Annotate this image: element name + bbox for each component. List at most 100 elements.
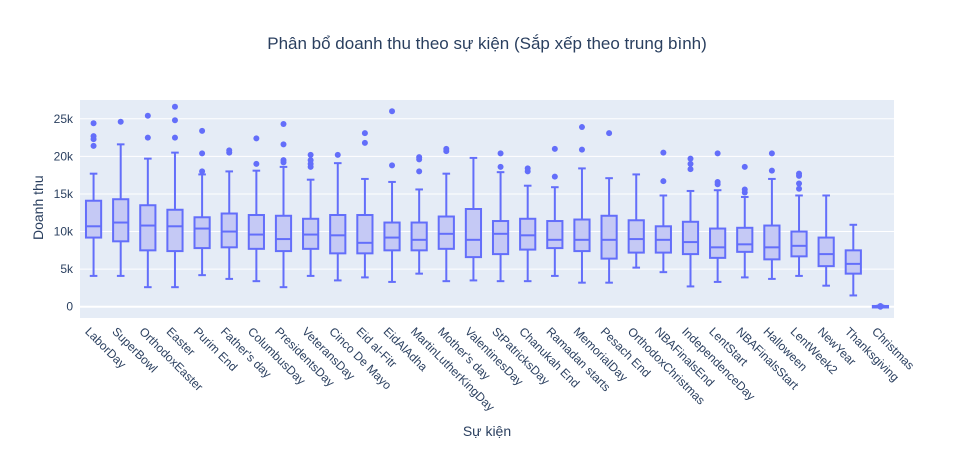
box-19	[600, 130, 618, 284]
outlier-point	[714, 178, 721, 185]
outlier-point	[171, 134, 178, 141]
box-10	[356, 130, 374, 279]
outlier-point	[687, 166, 694, 173]
y-axis-ticks: 0 5k 10k 15k 20k 25k	[54, 112, 74, 314]
box-5	[220, 147, 238, 280]
outlier-point	[578, 146, 585, 153]
box-7	[274, 121, 293, 289]
outlier-point	[389, 162, 396, 169]
box-23	[709, 150, 727, 283]
box-4	[193, 127, 211, 277]
outlier-point	[280, 121, 287, 128]
box-8	[302, 151, 320, 277]
box-6	[247, 135, 265, 283]
outlier-point	[687, 160, 694, 167]
box-20	[627, 173, 645, 269]
box-iqr	[790, 230, 808, 258]
box-iqr	[844, 249, 862, 275]
outlier-point	[877, 302, 884, 309]
outlier-point	[307, 157, 314, 164]
x-axis-title: Sự kiện	[462, 423, 512, 439]
box-iqr	[681, 220, 700, 256]
outlier-point	[660, 178, 667, 185]
box-iqr	[356, 214, 374, 255]
box-22	[681, 155, 700, 288]
box-18	[573, 124, 591, 284]
box-iqr	[600, 214, 618, 260]
gridlines	[80, 118, 894, 308]
box-iqr	[491, 220, 510, 256]
outlier-point	[117, 118, 124, 125]
box-25	[763, 150, 781, 280]
box-iqr	[464, 208, 483, 259]
box-15	[491, 150, 510, 283]
box-16	[519, 165, 537, 283]
box-11	[383, 108, 401, 283]
box-17	[546, 145, 564, 277]
outlier-point	[796, 170, 803, 177]
outlier-point	[90, 120, 97, 127]
outlier-point	[361, 139, 368, 146]
box-iqr	[220, 212, 238, 249]
outlier-point	[90, 133, 97, 140]
box-14	[464, 156, 483, 282]
outlier-point	[144, 112, 151, 119]
outlier-point	[796, 185, 803, 192]
outlier-point	[144, 134, 151, 141]
box-iqr	[112, 198, 130, 243]
outlier-point	[171, 117, 178, 124]
outlier-point	[796, 180, 803, 187]
box-iqr	[383, 221, 401, 252]
box-iqr	[329, 214, 347, 255]
outlier-point	[714, 150, 721, 157]
outlier-point	[606, 130, 613, 137]
y-tick-label: 20k	[54, 149, 74, 163]
boxes	[84, 103, 890, 310]
outlier-point	[416, 168, 423, 175]
box-13	[437, 145, 455, 283]
box-27	[817, 194, 835, 287]
box-iqr	[410, 221, 428, 252]
outlier-point	[389, 108, 396, 115]
outlier-point	[199, 150, 206, 157]
outlier-point	[687, 155, 694, 162]
box-iqr	[139, 204, 157, 252]
box-1	[112, 118, 130, 277]
y-tick-label: 25k	[54, 112, 74, 126]
outlier-point	[768, 167, 775, 174]
outlier-point	[416, 154, 423, 161]
outlier-point	[90, 142, 97, 149]
box-iqr	[573, 218, 591, 253]
outlier-point	[199, 168, 206, 175]
outlier-point	[741, 186, 748, 193]
x-axis-ticks: LaborDaySuperBowlOrthodoxEasterEasterPur…	[82, 324, 917, 414]
outlier-point	[334, 151, 341, 158]
outlier-point	[226, 147, 233, 154]
outlier-point	[361, 130, 368, 137]
y-tick-label: 15k	[54, 187, 74, 201]
outlier-point	[497, 163, 504, 170]
box-iqr	[709, 227, 727, 259]
box-2	[139, 112, 157, 289]
outlier-point	[578, 124, 585, 131]
outlier-point	[551, 145, 558, 152]
box-26	[790, 170, 808, 277]
outlier-point	[551, 173, 558, 180]
box-12	[410, 154, 428, 275]
box-iqr	[546, 220, 564, 250]
outlier-point	[497, 150, 504, 157]
outlier-point	[307, 151, 314, 158]
box-iqr	[627, 219, 645, 254]
outlier-point	[741, 163, 748, 170]
chart-title: Phân bổ doanh thu theo sự kiện (Sắp xếp …	[267, 34, 707, 53]
outlier-point	[171, 103, 178, 110]
y-tick-label: 5k	[60, 262, 74, 276]
box-iqr	[84, 199, 103, 239]
box-9	[329, 151, 347, 282]
box-21	[654, 149, 672, 274]
box-24	[736, 163, 754, 279]
box-0	[84, 120, 103, 277]
box-iqr	[166, 208, 184, 253]
outlier-point	[524, 165, 531, 172]
